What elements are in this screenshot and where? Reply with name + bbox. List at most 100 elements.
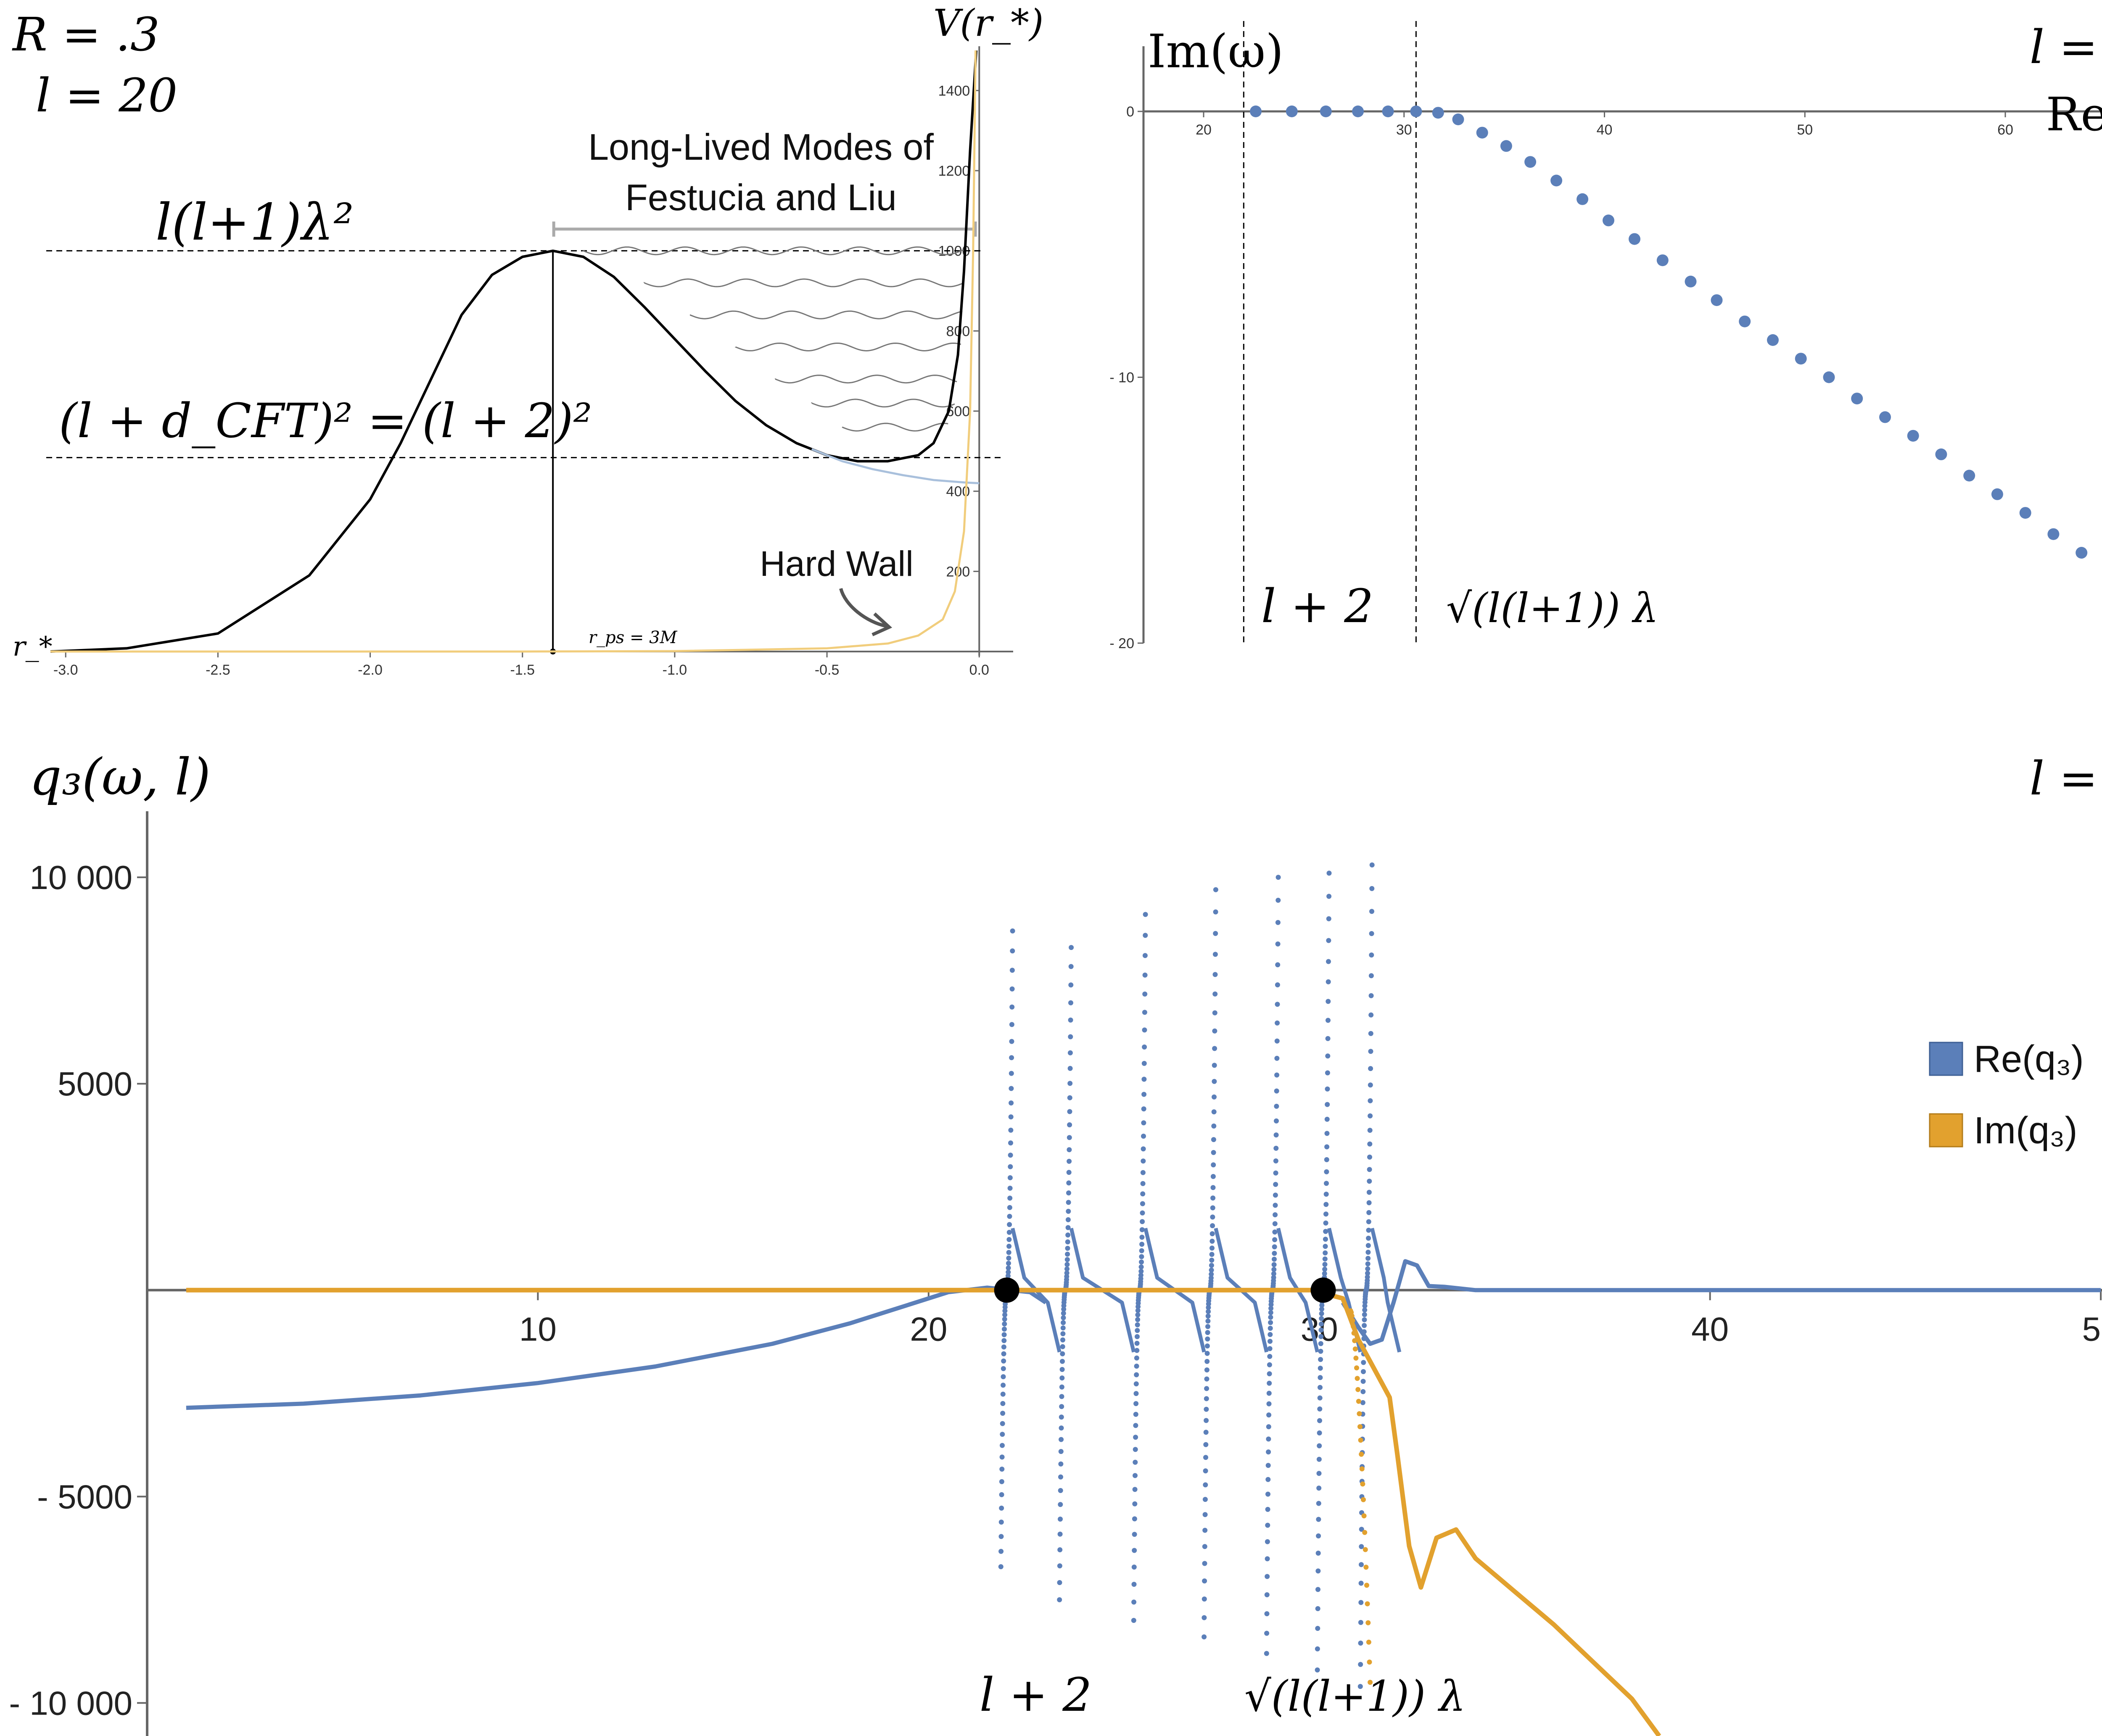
q3-re-pole-dot xyxy=(1203,1442,1209,1447)
q3-re-pole-dot xyxy=(1315,1646,1320,1652)
q3-re-pole-dot xyxy=(1008,1127,1014,1133)
q3-re-pole-dot xyxy=(1133,1381,1139,1387)
q3-re-pole-dot xyxy=(1369,886,1375,891)
q3-re-pole-dot xyxy=(1360,1400,1365,1405)
q3-re-pole-dot xyxy=(1318,1341,1323,1346)
potential-x-tick-label: -2.5 xyxy=(206,662,230,678)
q3-re-pole-dot xyxy=(998,1520,1004,1525)
q3-re-pole-dot xyxy=(1139,1242,1145,1247)
q3-im-dot xyxy=(1361,1497,1366,1502)
q3-re-pole-dot xyxy=(1323,1211,1328,1217)
q3-re-pole-dot xyxy=(1006,1265,1011,1271)
q3-re-pole-dot xyxy=(1007,1205,1012,1210)
q3-re-pole-dot xyxy=(1133,1447,1138,1452)
potential-y-tick-label: 1400 xyxy=(938,83,970,99)
q3-re-pole-dot xyxy=(1368,1012,1374,1018)
q3-re-pole-dot xyxy=(1204,1418,1209,1423)
q3-re-pole-dot xyxy=(1143,933,1148,938)
potential-x-tick-label: -3.0 xyxy=(53,662,78,678)
q3-re-pole-dot xyxy=(1067,1122,1072,1127)
q3-re-pole-dot xyxy=(1316,1471,1322,1476)
q3-re-pole-dot xyxy=(1322,1266,1328,1272)
q3-re-pole-dot xyxy=(1366,1219,1371,1224)
q3-re-pole-dot xyxy=(1009,1071,1014,1076)
q3-re-pole-dot xyxy=(1275,897,1281,903)
q3-re-pole-dot xyxy=(1322,1271,1327,1276)
q3-re-pole-dot xyxy=(1068,1017,1073,1023)
q3-re-pole-dot xyxy=(1202,1528,1208,1533)
q3-re-pole-dot xyxy=(1273,1158,1278,1163)
q3-re-pole-dot xyxy=(1132,1532,1137,1537)
q3-re-pole-dot xyxy=(1205,1324,1210,1329)
q3-re-pole-dot xyxy=(1203,1430,1209,1435)
q3-re-pole-dot xyxy=(1139,1259,1144,1265)
q3-re-tail xyxy=(1341,1259,2101,1346)
q3-re-pole-dot xyxy=(1361,1369,1366,1375)
q3-marker xyxy=(994,1277,1019,1303)
q3-re-pole-dot xyxy=(1001,1351,1006,1356)
potential-x-tick-label: 0.0 xyxy=(969,662,989,678)
q3-re-pole-dot xyxy=(1362,1307,1368,1313)
q3-re-pole-dot xyxy=(1204,1367,1209,1373)
q3-re-pole-dot xyxy=(1318,1385,1323,1390)
q3-re-pole-dot xyxy=(1001,1338,1007,1343)
q3-re-pole-dot xyxy=(1061,1303,1067,1309)
q3-im-dot xyxy=(1349,1313,1355,1319)
q3-re-pole-dot xyxy=(1368,973,1374,979)
q3-re-pole-dot xyxy=(1005,1273,1011,1279)
q3-re-pole-dot xyxy=(1006,1229,1012,1235)
q3-re-pole-dot xyxy=(1325,1036,1331,1041)
q3-im-dot xyxy=(1360,1481,1365,1487)
q3-re-pole-dot xyxy=(1266,1390,1272,1396)
q3-re-pole-dot xyxy=(1065,1245,1070,1251)
q3-y-tick-label: - 5000 xyxy=(37,1478,132,1515)
q3-re-pole-dot xyxy=(1210,1185,1216,1190)
q3-re-pole-dot xyxy=(1136,1304,1141,1309)
q3-re-pole-dot xyxy=(1265,1539,1270,1544)
q3-re-pole-dot xyxy=(1067,1147,1072,1153)
hard-wall-arrow xyxy=(839,588,887,628)
q3-re-pole-dot xyxy=(1204,1396,1209,1401)
q3-re-pole-dot xyxy=(1317,1418,1322,1423)
q3-re-pole-dot xyxy=(1202,1512,1208,1517)
q3-re-pole-dot xyxy=(1273,1182,1278,1187)
q3-re-pole-dot xyxy=(1324,1131,1330,1136)
q3-re-pole-dot xyxy=(1267,1371,1272,1377)
q3-re-pole-dot xyxy=(1326,1018,1331,1023)
q3-re-pole-dot xyxy=(1367,1128,1373,1133)
qnm-point xyxy=(2076,547,2088,559)
q3-re-pole-dot xyxy=(1061,1315,1066,1320)
q3-re-pole-dot xyxy=(1358,1600,1364,1605)
q3-re-pole-dot xyxy=(1067,1081,1073,1086)
q3-im-dot xyxy=(1363,1547,1368,1552)
q3-re-pole-dot xyxy=(1140,1210,1145,1216)
qnm-point xyxy=(1907,430,1919,442)
qnm-point xyxy=(1685,275,1697,288)
q3-re-pole-dot xyxy=(1357,1684,1363,1689)
qnm-x-label: Re(ω) xyxy=(2046,87,2102,141)
q3-im-dot xyxy=(1352,1346,1358,1352)
qnm-point xyxy=(1767,334,1779,346)
q3-re-pole-dot xyxy=(1060,1344,1065,1349)
q3-re-pole-dot xyxy=(1135,1322,1140,1327)
potential-param-r: R = .3 xyxy=(12,8,160,61)
q3-im-dot xyxy=(1352,1338,1357,1343)
q3-re-pole-dot xyxy=(1206,1305,1211,1310)
q3-re-pole-dot xyxy=(1275,1002,1280,1007)
q3-re-pole-dot xyxy=(1008,1153,1013,1158)
q3-re-pole-dot xyxy=(1142,972,1148,978)
potential-x-tick-label: -1.0 xyxy=(663,662,687,678)
q3-re-pole-dot xyxy=(1368,993,1374,998)
qnm-point xyxy=(1656,254,1669,266)
q3-re-pole-dot xyxy=(1140,1219,1145,1224)
q3-im-curve xyxy=(186,1287,1661,1736)
q3-re-pole-dot xyxy=(1366,1235,1371,1241)
q3-im-dot xyxy=(1361,1513,1367,1519)
q3-re-pole-dot xyxy=(1211,1109,1217,1115)
qnm-vline-label-l2: l + 2 xyxy=(1261,579,1373,633)
potential-curve-2 xyxy=(50,50,977,653)
q3-re-pole-dot xyxy=(1057,1563,1062,1569)
q3-re-pole-dot xyxy=(1368,1066,1373,1071)
mode-wave xyxy=(774,375,957,384)
